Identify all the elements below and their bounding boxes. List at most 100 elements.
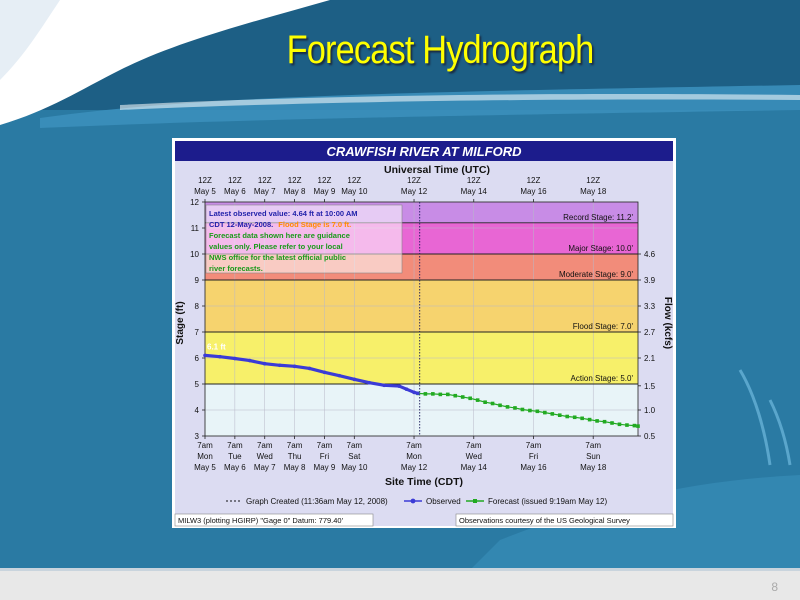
footer-left-text: MILW3 (plotting HGIRP) "Gage 0" Datum: 7… [178,516,344,525]
forecast-point-29 [632,423,637,428]
bottom-tick-line2-6: Mon [406,452,422,461]
forecast-point-23 [587,417,592,422]
observed-point-1 [218,354,222,359]
legend-forecast-label: Forecast (issued 9:19am May 12) [488,497,607,506]
y2-tick-label-6: 4.6 [644,250,656,259]
forecast-point-10 [490,401,495,406]
forecast-point-30 [636,424,640,428]
top-tick-line2-6: May 12 [401,187,428,196]
top-tick-line1-4: 12Z [318,176,332,185]
bottom-tick-line3-4: May 9 [314,463,336,472]
forecast-point-1 [423,392,428,396]
forecast-point-11 [498,403,502,408]
y2-tick-label-7: 0.5 [644,432,656,441]
forecast-point-25 [602,419,607,424]
forecast-point-22 [580,416,584,421]
top-tick-line1-6: 12Z [407,176,421,185]
observed-point-7 [307,366,312,371]
plot-border [204,201,639,437]
y-tick-label-3: 6 [195,354,200,363]
y-tick-label-6: 9 [195,276,200,285]
forecast-point-27 [617,422,622,427]
observed-point-8 [322,370,327,375]
top-tick-line1-2: 12Z [258,176,272,185]
forecast-point-8 [475,398,480,402]
bottom-tick-line1-2: 7am [257,441,273,450]
bottom-axis-title: Site Time (CDT) [385,476,463,488]
slide-title: Forecast Hydrograph [286,28,595,72]
bottom-tick-line3-7: May 14 [461,463,488,472]
y2-axis-label: Flow (kcfs) [662,297,673,349]
top-tick-line1-9: 12Z [586,176,600,185]
top-tick-line2-4: May 9 [314,187,336,196]
notice-line-1: Latest observed value: 4.64 ft at 10:00 … [209,209,358,218]
forecast-point-7 [468,396,472,401]
top-tick-line1-0: 12Z [198,176,212,185]
bottom-tick-line1-8: 7am [526,441,542,450]
bottom-tick-line3-6: May 12 [401,463,428,472]
observed-point-9 [337,373,342,378]
observed-point-3 [247,358,252,363]
notice-box-frame [205,204,403,274]
legend: Graph Created (11:36am May 12, 2008) Obs… [226,497,607,506]
bottom-tick-line3-5: May 10 [341,463,368,472]
observed-point-12 [382,383,386,388]
chart-title-bar [175,141,673,161]
bottom-tick-line2-8: Fri [529,452,539,461]
bottom-tick-line1-0: 7am [197,441,213,450]
threshold-label-3: Flood Stage: 7.0' [573,322,634,331]
notice-line-6: river forecasts. [209,264,263,273]
observed-point-10 [352,377,357,382]
forecast-point-21 [572,415,577,420]
observed-point-14 [404,387,409,391]
bottom-tick-line2-2: Wed [257,452,273,461]
bottom-tick-line1-3: 7am [287,441,303,450]
bottom-tick-line2-3: Thu [288,452,302,461]
top-tick-line2-0: May 5 [194,187,216,196]
top-tick-line1-1: 12Z [228,176,242,185]
observed-point-0 [203,353,207,358]
forecast-point-24 [595,419,599,423]
y-axis-label: Stage (ft) [175,301,186,344]
forecast-point-5 [453,393,458,398]
top-tick-line1-5: 12Z [347,176,361,185]
notice-line-3: Forecast data shown here are guidance [209,231,350,240]
top-tick-line1-7: 12Z [467,176,481,185]
observed-point-15 [412,390,416,395]
top-tick-line2-3: May 8 [284,187,306,196]
forecast-point-17 [543,410,547,415]
forecast-point-19 [557,413,562,417]
observed-point-6 [292,364,297,369]
forecast-point-2 [431,392,435,396]
forecast-point-20 [565,414,570,419]
y-tick-label-0: 3 [195,432,200,441]
top-tick-line1-3: 12Z [288,176,302,185]
bottom-tick-line2-7: Wed [466,452,482,461]
top-tick-line2-1: May 6 [224,187,246,196]
top-tick-line2-5: May 10 [341,187,368,196]
bottom-tick-line3-1: May 6 [224,463,246,472]
y2-tick-label-4: 3.3 [644,302,656,311]
threshold-label-0: Record Stage: 11.2' [563,213,633,222]
top-tick-line2-7: May 14 [461,187,488,196]
observed-point-13 [397,384,401,388]
notice-box: Latest observed value: 4.64 ft at 10:00 … [205,204,403,274]
forecast-point-13 [513,406,517,410]
forecast-point-16 [535,409,540,414]
bottom-tick-line1-9: 7am [585,441,601,450]
chart-title: CRAWFISH RIVER AT MILFORD [327,144,523,159]
legend-observed-label: Observed [426,497,461,506]
bottom-tick-line2-9: Sun [586,452,600,461]
y-tick-label-9: 12 [190,198,199,207]
observed-point-16 [416,391,420,396]
top-tick-line1-8: 12Z [527,176,541,185]
forecast-point-6 [460,395,465,399]
bottom-tick-line2-0: Mon [197,452,213,461]
y2-tick-label-1: 1.5 [644,382,656,391]
observed-start-label: 6.1 ft [207,342,226,351]
hydrograph-chart: CRAWFISH RIVER AT MILFORD Universal Time… [172,138,676,528]
threshold-label-2: Moderate Stage: 9.0' [559,270,633,279]
forecast-point-12 [505,405,510,409]
bottom-tick-line3-3: May 8 [284,463,306,472]
y-tick-label-5: 8 [195,302,200,311]
